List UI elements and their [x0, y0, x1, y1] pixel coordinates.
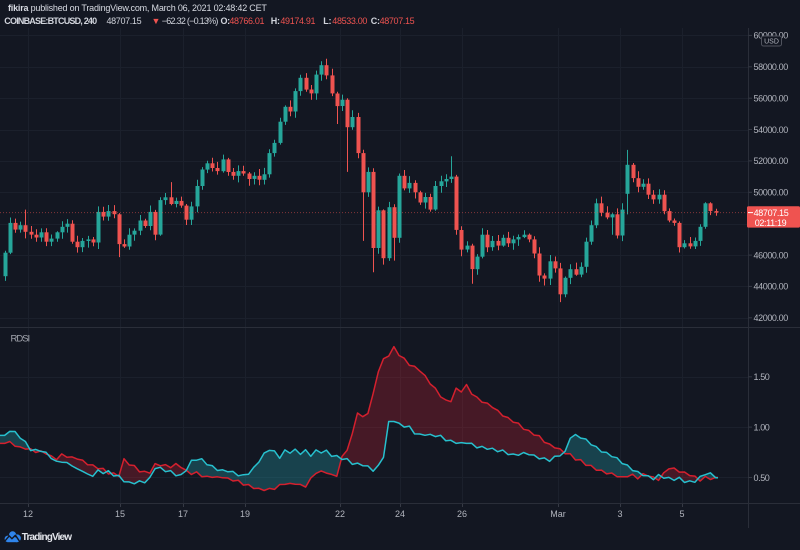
svg-text:1.00: 1.00 [754, 422, 770, 432]
svg-text:Mar: Mar [550, 509, 566, 519]
svg-text:3: 3 [617, 509, 622, 519]
svg-text:TradingView: TradingView [22, 532, 72, 543]
svg-text:15: 15 [115, 509, 125, 519]
svg-text:24: 24 [395, 509, 405, 519]
svg-text:02:11:19: 02:11:19 [755, 218, 787, 228]
svg-text:0.50: 0.50 [754, 473, 770, 483]
svg-text:48707.15: 48707.15 [754, 208, 789, 218]
svg-text:12: 12 [23, 509, 33, 519]
svg-text:46000.00: 46000.00 [754, 250, 789, 260]
svg-text:42000.00: 42000.00 [754, 313, 789, 323]
svg-text:26: 26 [457, 509, 467, 519]
svg-text:52000.00: 52000.00 [754, 156, 789, 166]
svg-text:56000.00: 56000.00 [754, 94, 789, 104]
svg-text:RDSI: RDSI [11, 334, 30, 345]
svg-text:fikira published on TradingVie: fikira published on TradingView.com, Mar… [8, 3, 267, 13]
svg-text:17: 17 [178, 509, 188, 519]
svg-text:58000.00: 58000.00 [754, 62, 789, 72]
svg-text:50000.00: 50000.00 [754, 188, 789, 198]
svg-text:44000.00: 44000.00 [754, 282, 789, 292]
svg-text:22: 22 [335, 509, 345, 519]
svg-text:19: 19 [240, 509, 250, 519]
svg-text:1.50: 1.50 [754, 372, 770, 382]
svg-text:54000.00: 54000.00 [754, 125, 789, 135]
svg-text:5: 5 [679, 509, 684, 519]
svg-text:USD: USD [764, 39, 779, 46]
